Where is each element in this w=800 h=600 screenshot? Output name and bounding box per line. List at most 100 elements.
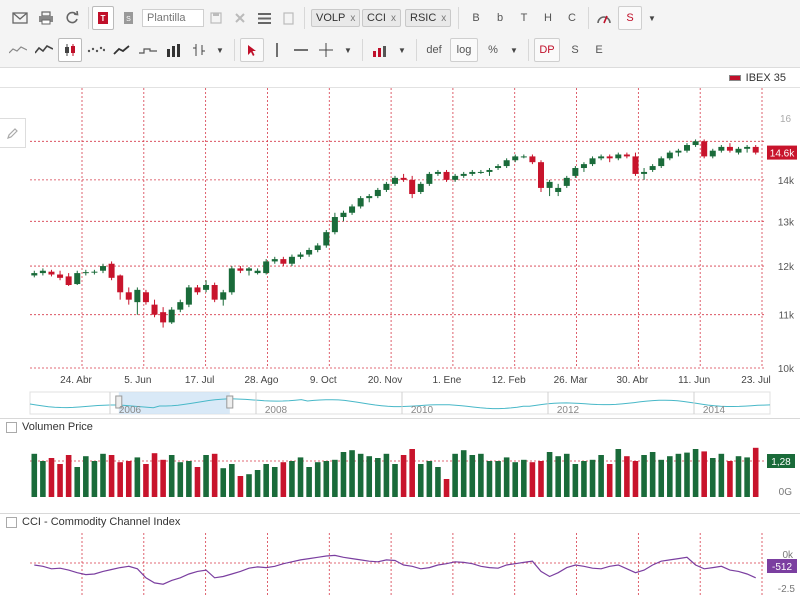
candle-body[interactable]	[469, 171, 476, 174]
candle-body[interactable]	[572, 168, 579, 176]
candle-body[interactable]	[74, 273, 81, 285]
candle-body[interactable]	[623, 154, 630, 157]
volume-bar[interactable]	[598, 455, 604, 497]
candle-body[interactable]	[598, 156, 605, 159]
volume-bar[interactable]	[383, 453, 390, 497]
mail-icon[interactable]	[8, 6, 32, 30]
vertical-line-icon[interactable]	[266, 38, 288, 62]
candle-body[interactable]	[314, 245, 321, 250]
candle-body[interactable]	[589, 158, 596, 165]
drawing-tools-tab[interactable]	[0, 118, 26, 148]
template-save-icon[interactable]: T	[92, 6, 114, 30]
indicator-chip-volp[interactable]: VOLP x	[311, 9, 361, 27]
candle-body[interactable]	[323, 232, 330, 246]
candle-body[interactable]	[151, 304, 158, 315]
volume-bar[interactable]	[606, 464, 613, 497]
volume-bar[interactable]	[735, 456, 742, 497]
mountain-chart-icon[interactable]	[32, 38, 56, 62]
volume-bar[interactable]	[314, 462, 321, 497]
volume-bar[interactable]	[168, 455, 175, 497]
volume-bar[interactable]	[684, 452, 690, 497]
candle-body[interactable]	[606, 156, 613, 159]
crosshair-icon[interactable]	[314, 38, 338, 62]
candle-body[interactable]	[31, 273, 38, 276]
candle-body[interactable]	[57, 274, 64, 278]
volume-bar[interactable]	[546, 452, 553, 497]
volume-bar[interactable]	[211, 453, 218, 497]
period-button-b-lower[interactable]: b	[496, 12, 504, 24]
chevron-down-icon[interactable]: ▼	[510, 45, 518, 55]
indicator-chip-rsic[interactable]: RSIC x	[405, 9, 452, 27]
candle-body[interactable]	[477, 171, 484, 173]
line-chart-icon[interactable]	[6, 38, 30, 62]
display-button-e[interactable]: E	[595, 44, 603, 56]
volume-bar[interactable]	[349, 450, 355, 497]
volume-bar[interactable]	[160, 459, 166, 497]
volume-bar[interactable]	[263, 464, 269, 497]
line-markers-chart-icon[interactable]	[110, 38, 134, 62]
period-button-c[interactable]: C	[568, 12, 576, 24]
template-doc-icon[interactable]: S	[118, 6, 138, 30]
candle-body[interactable]	[65, 276, 72, 286]
volume-bar[interactable]	[435, 467, 441, 497]
candle-body[interactable]	[537, 162, 545, 188]
volume-bar[interactable]	[332, 459, 338, 497]
candle-body[interactable]	[529, 156, 536, 163]
volume-bar[interactable]	[563, 453, 570, 497]
candle-body[interactable]	[48, 271, 55, 275]
volume-bar[interactable]	[409, 449, 415, 497]
candle-body[interactable]	[254, 270, 261, 274]
candle-body[interactable]	[735, 148, 742, 153]
period-button-t[interactable]: T	[520, 12, 528, 24]
candle-body[interactable]	[641, 171, 648, 174]
volume-bar[interactable]	[529, 462, 536, 497]
candle-body[interactable]	[185, 287, 192, 305]
candle-body[interactable]	[82, 272, 89, 274]
candle-body[interactable]	[409, 179, 416, 195]
volume-bar[interactable]	[220, 468, 227, 497]
bar-chart-icon[interactable]	[162, 38, 186, 62]
candle-body[interactable]	[649, 166, 656, 170]
scale-button-def[interactable]: def	[426, 44, 442, 56]
display-button-dp[interactable]: DP	[534, 38, 560, 62]
candle-body[interactable]	[666, 152, 673, 159]
candle-body[interactable]	[443, 171, 450, 180]
volume-bar[interactable]	[632, 461, 639, 497]
volume-bar[interactable]	[143, 464, 149, 497]
candle-body[interactable]	[426, 173, 433, 184]
volume-bar[interactable]	[375, 458, 381, 497]
display-button-s[interactable]: S	[571, 44, 579, 56]
candle-body[interactable]	[417, 183, 424, 192]
template-input[interactable]	[142, 9, 204, 27]
candle-body[interactable]	[211, 285, 218, 300]
volume-bar[interactable]	[117, 462, 123, 497]
volume-bar[interactable]	[486, 461, 493, 497]
volume-bar[interactable]	[177, 462, 184, 497]
volume-bar[interactable]	[125, 461, 132, 497]
volume-bar[interactable]	[624, 456, 630, 497]
cursor-icon[interactable]	[240, 38, 264, 62]
chevron-down-icon[interactable]: ▼	[648, 13, 656, 23]
volume-bar[interactable]	[641, 455, 647, 497]
volume-bar[interactable]	[48, 458, 55, 497]
volume-bar[interactable]	[658, 459, 665, 497]
volume-bar[interactable]	[417, 464, 424, 497]
volume-bar[interactable]	[572, 464, 579, 497]
candle-body[interactable]	[718, 146, 725, 151]
volume-bar[interactable]	[443, 479, 450, 497]
candle-body[interactable]	[237, 268, 244, 271]
step-chart-icon[interactable]	[136, 38, 160, 62]
candle-body[interactable]	[495, 166, 502, 169]
candle-body[interactable]	[117, 275, 124, 293]
volume-checkbox[interactable]	[6, 422, 17, 433]
candle-body[interactable]	[142, 292, 149, 303]
candle-body[interactable]	[177, 302, 184, 310]
candle-body[interactable]	[280, 259, 287, 264]
volume-bar[interactable]	[718, 453, 725, 497]
volume-bar[interactable]	[194, 467, 201, 497]
indicator-chart-icon[interactable]	[368, 38, 392, 62]
volume-bar[interactable]	[426, 461, 433, 497]
candle-body[interactable]	[331, 217, 338, 233]
scale-button-percent[interactable]: %	[488, 44, 498, 56]
